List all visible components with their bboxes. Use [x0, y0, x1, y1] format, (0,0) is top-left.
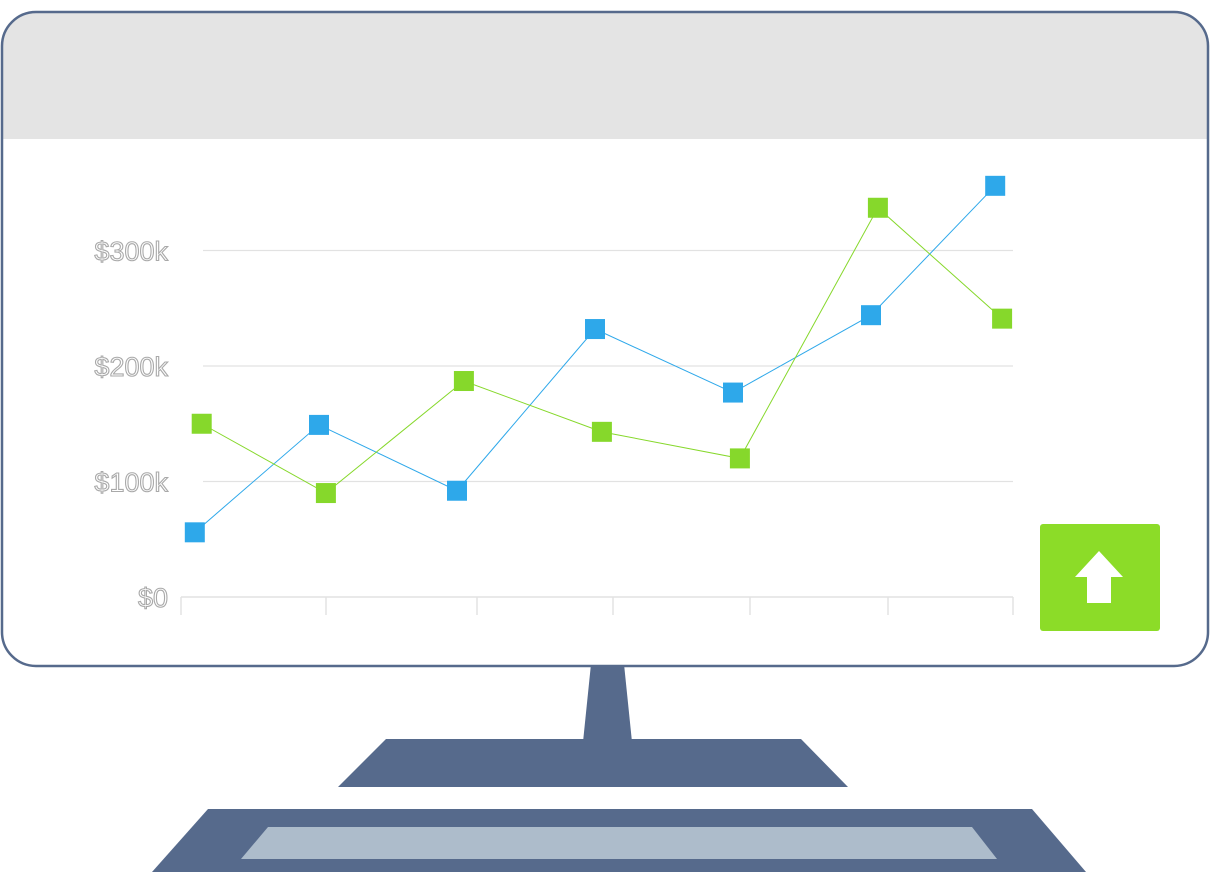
chart-gridlines — [203, 249, 1013, 483]
data-point-marker — [867, 197, 888, 218]
data-point-marker — [729, 448, 750, 469]
data-point-marker — [453, 371, 474, 392]
monitor-stand — [338, 664, 848, 787]
series-2 — [191, 197, 1013, 504]
y-tick-label: $300k — [94, 237, 168, 267]
screen-frame — [0, 10, 1210, 668]
chart-series — [184, 175, 1013, 543]
data-point-marker — [447, 480, 467, 501]
keyboard — [152, 809, 1086, 872]
y-tick-label: $200k — [94, 352, 168, 382]
data-point-marker — [191, 413, 212, 434]
chart-x-ticks — [180, 596, 1014, 615]
chart-y-tick-labels: $0 $100k $200k $300k — [94, 236, 169, 614]
screen-header-bar — [2, 12, 1208, 139]
data-point-marker — [184, 522, 205, 543]
data-point-marker — [315, 483, 336, 504]
keyboard-inset — [241, 827, 997, 859]
data-point-marker — [992, 308, 1013, 329]
data-point-marker — [985, 175, 1006, 196]
series-1 — [184, 175, 1006, 543]
arrow-up-icon — [1075, 551, 1123, 603]
data-point-marker — [585, 319, 605, 340]
data-point-marker — [591, 421, 612, 442]
stand-base — [338, 739, 848, 787]
stand-neck — [583, 664, 632, 742]
y-tick-label: $100k — [94, 468, 168, 498]
data-point-marker — [861, 305, 881, 326]
data-point-marker — [309, 414, 329, 435]
trend-up-badge — [1040, 524, 1160, 631]
data-point-marker — [723, 382, 743, 403]
y-tick-label: $0 — [138, 583, 168, 613]
line-chart: $0 $100k $200k $300k — [94, 175, 1014, 615]
